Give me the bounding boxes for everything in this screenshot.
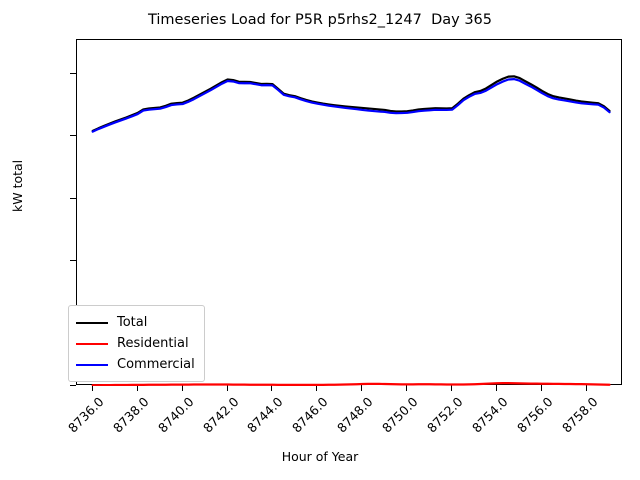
x-tick-label: 8750.0 [379, 394, 421, 436]
x-tick-mark [586, 385, 588, 391]
y-tick-mark [70, 260, 76, 262]
x-tick-label: 8740.0 [154, 394, 197, 436]
legend-item-commercial[interactable]: Commercial [76, 354, 195, 375]
x-tick-label: 8742.0 [199, 394, 242, 436]
x-tick-mark [451, 385, 453, 391]
series-line-total [91, 75, 611, 133]
x-tick-label: 8746.0 [289, 394, 332, 436]
chart-title: Timeseries Load for P5R p5rhs2_1247 Day … [147, 12, 493, 28]
x-tick-mark [316, 385, 318, 391]
legend-item-residential[interactable]: Residential [76, 333, 195, 354]
legend-swatch-residential [76, 342, 108, 345]
x-tick-mark [136, 385, 138, 391]
y-tick-mark [70, 197, 76, 199]
legend-item-total[interactable]: Total [76, 312, 195, 333]
legend-label: Residential [117, 336, 189, 351]
y-tick-mark [70, 72, 76, 74]
x-tick-mark [226, 385, 228, 391]
x-tick-label: 8738.0 [109, 394, 152, 436]
x-tick-label: 8758.0 [559, 394, 601, 436]
legend-label: Total [117, 315, 148, 330]
x-tick-mark [406, 385, 408, 391]
y-tick-mark [70, 385, 76, 386]
x-tick-mark [271, 385, 273, 391]
x-tick-label: 8752.0 [424, 394, 466, 436]
x-tick-label: 8736.0 [64, 394, 107, 436]
x-tick-mark [541, 385, 543, 391]
legend-label: Commercial [117, 357, 195, 372]
x-tick-label: 8748.0 [334, 394, 376, 436]
chart-legend: Total Residential Commercial [68, 305, 205, 382]
y-axis-label: kW total [10, 159, 25, 212]
x-tick-label: 8754.0 [469, 394, 511, 436]
legend-swatch-commercial [76, 363, 108, 366]
series-line-residential [91, 382, 611, 386]
legend-swatch-total [76, 321, 108, 324]
x-tick-label: 8756.0 [514, 394, 556, 436]
x-tick-mark [361, 385, 363, 391]
x-tick-label: 8744.0 [244, 394, 287, 436]
x-tick-mark [496, 385, 498, 391]
y-tick-mark [70, 135, 76, 137]
series-line-commercial [91, 77, 611, 133]
plot-lines [91, 75, 611, 386]
x-axis-label: Hour of Year [281, 449, 359, 464]
x-tick-mark [91, 385, 93, 391]
x-tick-mark [181, 385, 183, 391]
